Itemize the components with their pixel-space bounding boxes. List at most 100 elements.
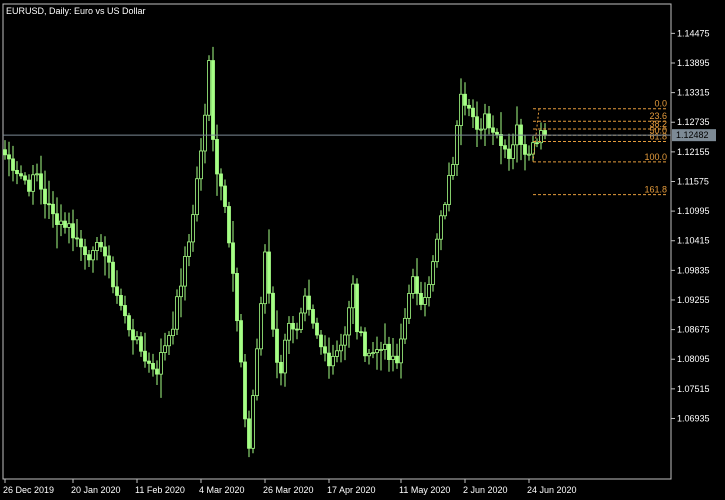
- candle[interactable]: [203, 103, 207, 164]
- candle[interactable]: [283, 333, 287, 387]
- candle[interactable]: [443, 201, 447, 220]
- candle[interactable]: [383, 323, 387, 360]
- candle[interactable]: [227, 201, 231, 248]
- candle[interactable]: [95, 236, 99, 261]
- candle[interactable]: [47, 180, 51, 220]
- candle[interactable]: [507, 133, 511, 171]
- candle[interactable]: [287, 316, 291, 354]
- candle[interactable]: [171, 311, 175, 345]
- candle[interactable]: [7, 141, 11, 177]
- candle[interactable]: [159, 338, 163, 398]
- candle[interactable]: [191, 204, 195, 252]
- candle[interactable]: [23, 172, 27, 185]
- candle[interactable]: [495, 128, 499, 139]
- candle[interactable]: [291, 316, 295, 344]
- candle[interactable]: [267, 229, 271, 304]
- candle[interactable]: [131, 318, 135, 355]
- candle[interactable]: [403, 308, 407, 345]
- candle[interactable]: [407, 284, 411, 325]
- candle[interactable]: [303, 288, 307, 322]
- candle[interactable]: [511, 133, 515, 170]
- candle[interactable]: [163, 332, 167, 361]
- candle[interactable]: [39, 155, 43, 205]
- candle[interactable]: [147, 352, 151, 373]
- candle[interactable]: [311, 304, 315, 329]
- candle[interactable]: [343, 326, 347, 361]
- candle[interactable]: [503, 139, 507, 159]
- candle[interactable]: [239, 313, 243, 368]
- candle[interactable]: [243, 353, 247, 428]
- candle[interactable]: [319, 329, 323, 355]
- candle[interactable]: [327, 337, 331, 379]
- candle[interactable]: [195, 166, 199, 222]
- candle[interactable]: [431, 255, 435, 292]
- candle[interactable]: [427, 276, 431, 307]
- candle[interactable]: [479, 118, 483, 140]
- candle[interactable]: [51, 191, 55, 228]
- candle[interactable]: [31, 165, 35, 205]
- candle[interactable]: [255, 338, 259, 401]
- candle[interactable]: [115, 270, 119, 304]
- candle[interactable]: [11, 145, 15, 182]
- candle[interactable]: [111, 256, 115, 294]
- candle[interactable]: [483, 103, 487, 147]
- candle[interactable]: [99, 234, 103, 252]
- candle[interactable]: [335, 340, 339, 363]
- candle[interactable]: [351, 275, 355, 325]
- candle[interactable]: [347, 300, 351, 348]
- candle[interactable]: [295, 322, 299, 340]
- time-axis[interactable]: 26 Dec 2019 20 Jan 2020 11 Feb 2020 4 Mar 2…: [3, 479, 577, 495]
- candle[interactable]: [223, 179, 227, 214]
- candle[interactable]: [59, 204, 63, 237]
- price-axis[interactable]: 1.14475 1.13895 1.13315 1.12735 1.12155 1.115…: [671, 28, 710, 423]
- candle[interactable]: [19, 165, 23, 180]
- candle[interactable]: [35, 163, 39, 182]
- candle[interactable]: [27, 174, 31, 197]
- candle[interactable]: [187, 233, 191, 267]
- candle[interactable]: [523, 134, 527, 171]
- candle[interactable]: [63, 212, 67, 234]
- candle[interactable]: [183, 246, 187, 301]
- candle[interactable]: [207, 55, 211, 122]
- candle[interactable]: [419, 281, 423, 311]
- candle[interactable]: [279, 354, 283, 386]
- candle[interactable]: [87, 249, 91, 267]
- candle[interactable]: [527, 145, 531, 161]
- candle[interactable]: [211, 46, 215, 152]
- candle[interactable]: [315, 317, 319, 339]
- candle[interactable]: [15, 161, 19, 185]
- candle[interactable]: [467, 99, 471, 117]
- candle[interactable]: [135, 331, 139, 345]
- candle[interactable]: [175, 289, 179, 335]
- candle[interactable]: [263, 244, 267, 314]
- candle[interactable]: [251, 389, 255, 454]
- candle[interactable]: [471, 99, 475, 128]
- candle[interactable]: [219, 168, 223, 201]
- candle[interactable]: [411, 268, 415, 299]
- candle[interactable]: [423, 282, 427, 317]
- candle[interactable]: [143, 332, 147, 368]
- candle[interactable]: [271, 286, 275, 337]
- candle[interactable]: [399, 323, 403, 379]
- candle[interactable]: [463, 82, 467, 116]
- candle[interactable]: [151, 353, 155, 377]
- candle[interactable]: [199, 138, 203, 191]
- candle[interactable]: [71, 209, 75, 252]
- candle[interactable]: [487, 106, 491, 135]
- candle[interactable]: [139, 331, 143, 357]
- candle[interactable]: [355, 278, 359, 340]
- candle[interactable]: [531, 135, 535, 161]
- candle[interactable]: [67, 212, 71, 244]
- candle[interactable]: [83, 238, 87, 270]
- candle[interactable]: [475, 101, 479, 148]
- candle[interactable]: [435, 233, 439, 268]
- candle[interactable]: [339, 333, 343, 363]
- candle[interactable]: [539, 122, 543, 150]
- candle[interactable]: [367, 349, 371, 365]
- candle[interactable]: [415, 258, 419, 306]
- candle[interactable]: [119, 288, 123, 311]
- candle[interactable]: [75, 219, 79, 247]
- candle[interactable]: [103, 236, 107, 276]
- candle[interactable]: [215, 124, 219, 196]
